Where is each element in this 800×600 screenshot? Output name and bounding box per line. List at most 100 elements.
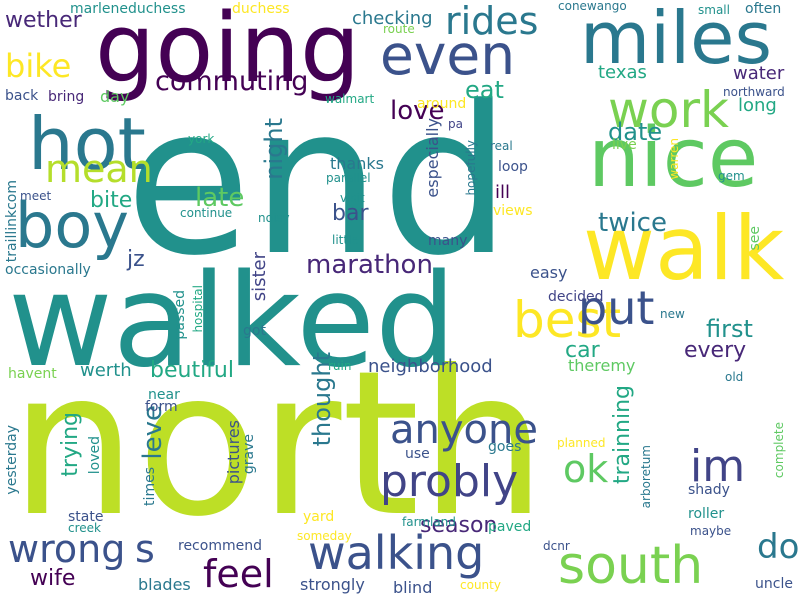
word-bike: bike <box>5 47 72 85</box>
word-use: use <box>405 446 430 462</box>
word-york: york <box>188 132 215 146</box>
word-goes: goes <box>488 439 522 455</box>
word-meet: meet <box>20 189 52 203</box>
word-walking: walking <box>308 526 485 580</box>
word-checking: checking <box>352 8 433 29</box>
word-north: north <box>10 328 547 561</box>
word-visit: visit <box>340 191 365 205</box>
word-put: put <box>578 281 655 335</box>
word-walk: walk <box>583 197 785 300</box>
word-even: even <box>380 23 516 87</box>
word-arboretum: arboretum <box>639 445 653 509</box>
word-ok: ok <box>563 447 609 491</box>
word-hospital: hospital <box>191 285 205 333</box>
word-paved: paved <box>488 519 532 535</box>
word-got: got <box>243 323 266 339</box>
word-hot: hot <box>28 102 146 186</box>
word-blind: blind <box>393 578 433 597</box>
word-complete: complete <box>772 422 786 479</box>
word-pa: pa <box>448 117 463 131</box>
word-probly: probly <box>380 456 519 507</box>
word-south: south <box>558 536 704 596</box>
word-real: real <box>490 139 513 153</box>
word-mean: mean <box>45 147 153 191</box>
word-strongly: strongly <box>300 575 365 594</box>
word-night: night <box>260 118 288 180</box>
word-trying: trying <box>58 412 83 477</box>
word-hopefully: hopefully <box>464 140 478 196</box>
word-day: day <box>100 87 130 106</box>
word-beutiful: beutiful <box>150 358 234 383</box>
word-planned: planned <box>557 436 606 450</box>
word-times: times <box>142 467 158 506</box>
word-gem: gem <box>718 169 745 183</box>
word-roller: roller <box>688 506 725 522</box>
word-continue: continue <box>180 206 233 220</box>
word-end: end <box>125 63 512 301</box>
word-blades: blades <box>138 575 191 594</box>
word-neighborhood: neighborhood <box>368 356 493 377</box>
word-little: little <box>332 233 359 247</box>
word-many: many <box>428 233 468 249</box>
word-havent: havent <box>8 366 57 382</box>
word-dcnr: dcnr <box>543 539 570 553</box>
word-live: live <box>612 137 637 153</box>
word-thanks: thanks <box>330 154 384 173</box>
word-occasionally: occasionally <box>5 262 91 278</box>
word-ruin: ruin <box>328 359 352 373</box>
word-miles: miles <box>580 0 772 80</box>
word-maybe: maybe <box>690 524 732 538</box>
word-commuting: commuting <box>155 66 309 97</box>
word-parallel: parallel <box>326 171 371 185</box>
word-late: late <box>195 183 245 213</box>
word-marleneduchess: marleneduchess <box>70 1 186 17</box>
word-grave: grave <box>241 434 257 475</box>
word-car: car <box>565 338 600 363</box>
word-date: date <box>608 118 663 146</box>
word-work: work <box>608 81 729 139</box>
word-easy: easy <box>530 263 568 282</box>
word-conewango: conewango <box>558 0 627 13</box>
word-state: state <box>68 509 104 525</box>
word-every: every <box>684 338 747 363</box>
word-long: long <box>738 95 777 116</box>
word-im: im <box>690 441 746 492</box>
word-love: love <box>390 96 445 126</box>
word-werth: werth <box>80 360 132 381</box>
word-yard: yard <box>303 509 335 525</box>
word-someday: someday <box>297 529 352 543</box>
word-back: back <box>5 88 39 104</box>
word-bring: bring <box>48 89 85 105</box>
word-often: often <box>745 1 782 17</box>
word-rides: rides <box>445 0 539 43</box>
word-traillinkcom: traillinkcom <box>4 180 20 263</box>
word-creek: creek <box>68 521 101 535</box>
word-season: season <box>420 513 498 538</box>
word-first: first <box>706 315 753 343</box>
word-especially: especially <box>423 118 442 198</box>
word-route: route <box>383 22 415 36</box>
word-bar: bar <box>332 201 369 226</box>
word-feel: feel <box>203 552 274 596</box>
word-wife: wife <box>30 566 76 591</box>
word-northward: northward <box>723 85 785 99</box>
word-jz: jz <box>127 247 145 272</box>
word-decided: decided <box>548 289 604 305</box>
word-farmland: farmland <box>402 515 456 529</box>
word-boy: boy <box>15 189 129 262</box>
word-twice: twice <box>598 208 667 238</box>
word-views: views <box>493 203 533 219</box>
word-texas: texas <box>598 62 647 83</box>
word-walmart: walmart <box>325 92 375 106</box>
word-best: best <box>513 291 622 349</box>
word-s: s <box>135 527 155 571</box>
word-ill: ill <box>495 182 511 203</box>
word-loved: loved <box>87 436 103 475</box>
word-small: small <box>698 3 730 17</box>
word-noisy: noisy <box>258 211 290 225</box>
word-theremy: theremy <box>568 356 636 375</box>
word-walked: walked <box>8 247 457 396</box>
word-passed: passed <box>172 290 188 340</box>
word-marathon: marathon <box>306 250 433 280</box>
